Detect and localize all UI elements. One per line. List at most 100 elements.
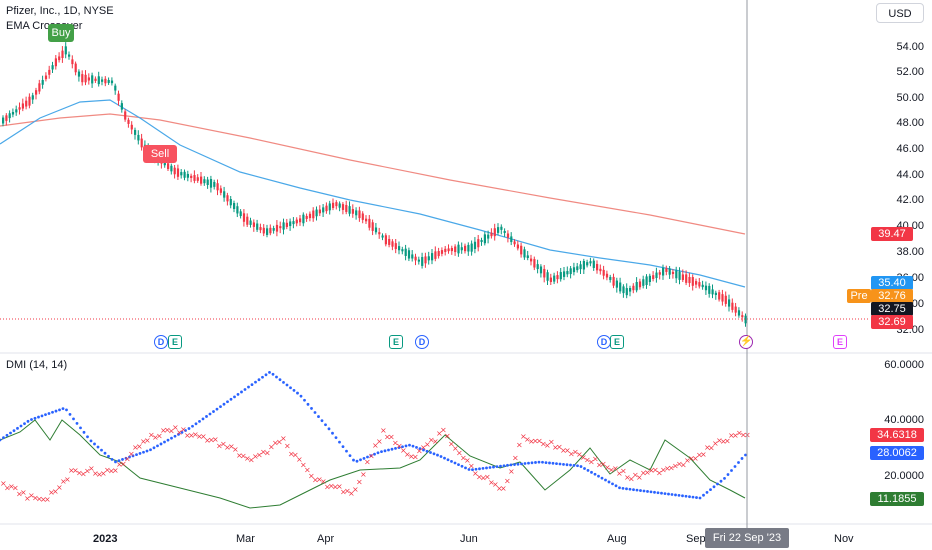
plus-di-mark: × bbox=[556, 442, 563, 451]
candle-body bbox=[447, 248, 450, 252]
candle-body bbox=[457, 244, 460, 254]
plus-di-mark: × bbox=[324, 482, 331, 491]
minus-di-dot bbox=[268, 370, 271, 374]
plus-di-mark: × bbox=[144, 436, 151, 445]
candle-body bbox=[513, 241, 516, 245]
plus-di-mark: × bbox=[212, 435, 219, 444]
candle-body bbox=[655, 272, 658, 279]
minus-di-dot bbox=[513, 463, 516, 466]
candle-body bbox=[259, 227, 262, 231]
minus-di-dot bbox=[208, 412, 212, 416]
plus-di-mark: × bbox=[480, 474, 487, 483]
candle-body bbox=[648, 275, 651, 283]
lightning-event-icon[interactable]: ⚡ bbox=[739, 335, 753, 349]
candle-body bbox=[262, 227, 265, 234]
plus-di-mark: × bbox=[228, 442, 235, 451]
indicator-dmi-label[interactable]: DMI (14, 14) bbox=[6, 359, 68, 371]
plus-di-mark: × bbox=[332, 483, 339, 492]
earnings-event-icon[interactable]: E bbox=[610, 335, 624, 349]
plus-di-mark: × bbox=[412, 452, 419, 461]
plus-di-mark: × bbox=[604, 463, 611, 472]
candle-body bbox=[454, 246, 457, 253]
candle-body bbox=[592, 260, 595, 268]
candle-body bbox=[629, 288, 632, 292]
candle-body bbox=[421, 257, 424, 266]
minus-di-dot bbox=[61, 407, 65, 411]
minus-di-dot bbox=[355, 459, 359, 463]
minus-di-dot bbox=[705, 491, 709, 494]
candle-body bbox=[632, 285, 635, 291]
candle-body bbox=[734, 306, 737, 313]
earnings-event-icon[interactable]: E bbox=[833, 335, 847, 349]
dividend-event-icon[interactable]: D bbox=[154, 335, 168, 349]
plus-di-mark: × bbox=[352, 485, 359, 494]
earnings-event-icon[interactable]: E bbox=[168, 335, 182, 349]
plus-di-mark: × bbox=[504, 476, 511, 485]
candle-body bbox=[490, 232, 493, 237]
minus-di-dot bbox=[0, 438, 2, 442]
plus-di-mark: × bbox=[384, 432, 391, 441]
plus-di-mark: × bbox=[404, 450, 411, 459]
candle-body bbox=[219, 188, 222, 193]
minus-di-dot bbox=[240, 390, 243, 394]
candle-body bbox=[252, 222, 255, 227]
plus-di-mark: × bbox=[532, 436, 539, 445]
candle-body bbox=[731, 302, 734, 310]
minus-di-dot bbox=[698, 496, 702, 500]
candle-body bbox=[543, 268, 546, 278]
candle-body bbox=[28, 96, 31, 106]
minus-di-dot bbox=[142, 450, 145, 454]
candle-body bbox=[698, 282, 701, 287]
minus-di-dot bbox=[663, 492, 667, 496]
candle-body bbox=[708, 285, 711, 294]
minus-di-dot bbox=[502, 464, 506, 468]
candle-body bbox=[530, 258, 533, 262]
minus-di-dot bbox=[54, 409, 58, 413]
plus-di-mark: × bbox=[496, 484, 503, 493]
candle-body bbox=[582, 260, 585, 270]
plus-di-mark: × bbox=[164, 426, 171, 435]
candle-body bbox=[678, 271, 681, 280]
dividend-event-icon[interactable]: D bbox=[597, 335, 611, 349]
currency-button[interactable]: USD bbox=[876, 3, 924, 23]
candle-body bbox=[596, 263, 599, 271]
candle-body bbox=[523, 249, 526, 258]
minus-di-dot bbox=[418, 447, 422, 451]
plus-di-mark: × bbox=[304, 466, 311, 475]
candle-body bbox=[226, 195, 229, 202]
minus-di-dot bbox=[327, 427, 331, 431]
plus-di-mark: × bbox=[376, 437, 383, 446]
minus-di-dot bbox=[572, 464, 576, 467]
minus-di-dot bbox=[44, 413, 47, 417]
plus-di-mark: × bbox=[424, 440, 431, 449]
minus-di-dot bbox=[9, 431, 12, 435]
candle-body bbox=[249, 220, 252, 225]
minus-di-dot bbox=[198, 419, 201, 423]
minus-di-dot bbox=[446, 458, 450, 462]
plus-di-mark: × bbox=[508, 467, 515, 476]
candle-body bbox=[662, 267, 665, 276]
plus-di-mark: × bbox=[64, 475, 71, 484]
plus-di-mark: × bbox=[180, 425, 187, 434]
candle-body bbox=[500, 226, 503, 230]
plus-di-mark: × bbox=[584, 455, 591, 464]
candle-body bbox=[176, 168, 180, 177]
minus-di-dot bbox=[383, 449, 387, 453]
candle-body bbox=[572, 267, 576, 273]
symbol-title[interactable]: Pfizer, Inc., 1D, NYSE bbox=[6, 5, 114, 17]
candle-body bbox=[503, 230, 506, 233]
candle-body bbox=[315, 209, 318, 217]
candle-body bbox=[553, 275, 556, 282]
candle-body bbox=[180, 172, 183, 176]
minus-di-dot bbox=[243, 388, 247, 391]
price-axis-tick: 48.00 bbox=[896, 117, 924, 129]
earnings-event-icon[interactable]: E bbox=[389, 335, 403, 349]
plus-di-mark: × bbox=[300, 461, 307, 470]
plus-di-mark: × bbox=[224, 443, 231, 452]
minus-di-dot bbox=[422, 448, 425, 452]
candle-body bbox=[638, 281, 642, 288]
dividend-event-icon[interactable]: D bbox=[415, 335, 429, 349]
plus-di-mark: × bbox=[368, 452, 375, 461]
plus-di-mark: × bbox=[112, 466, 119, 475]
